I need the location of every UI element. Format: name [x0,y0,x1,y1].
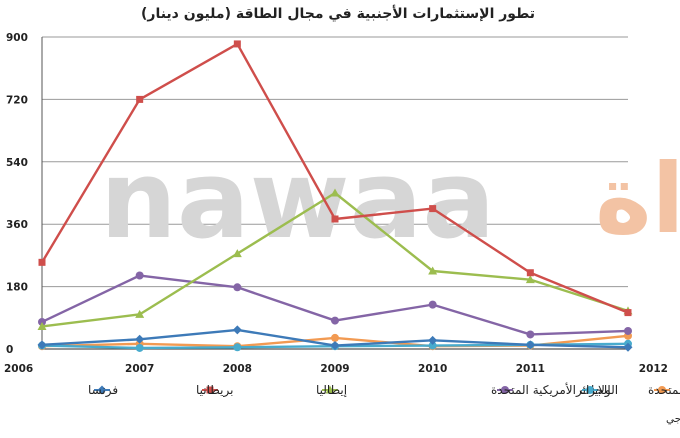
data-point [623,342,633,352]
data-point [232,325,242,335]
y-tick-label: 360 [6,219,28,231]
series-3 [38,271,632,339]
y-tick-labels: 0 180 360 540 720 900 [6,32,28,356]
legend-label: إيطاليا [316,383,347,397]
watermark: nawaa نواة [100,138,680,263]
x-tick-label: 2007 [125,363,154,375]
data-point [233,40,241,48]
data-point [525,340,535,350]
data-point [501,386,509,394]
source-note: المصدر: وكالة النهوض بالإستثمار الخارجي [666,413,680,425]
series-line [41,274,629,336]
watermark-arabic: نواة [595,143,680,256]
data-point [38,317,46,326]
data-point [232,249,242,258]
legend-item: الولايات الأمريكية المتحدة [491,382,618,398]
data-point [38,258,46,266]
data-point [135,309,145,318]
data-point [428,341,437,350]
data-point [136,95,144,103]
data-point [526,269,534,277]
data-point [135,343,144,352]
x-tick-labels: 2006 2007 2008 2009 2010 2011 2012 [4,363,668,375]
x-tick-label: 2012 [639,363,668,375]
legend-item: الجزائر [575,383,611,398]
y-tick-label: 900 [6,32,28,44]
data-point [525,275,535,284]
legend-item: فرنسا [88,383,118,398]
legend-item: إيطاليا [316,383,347,397]
data-point [206,386,214,394]
y-tick-label: 720 [6,94,28,106]
data-point [233,283,242,292]
legend: فرنسا بريطانيا إيطاليا الولايات الأمريكية ا… [88,382,680,398]
data-point [658,386,666,394]
data-point [330,188,340,197]
data-point [331,333,339,342]
data-point [233,343,242,352]
data-point [37,321,47,330]
x-tick-label: 2009 [320,363,349,375]
chart-title: تطور الإستثمارات الأجنبية في مجال الطاقة… [141,5,535,22]
series-0 [37,325,633,352]
y-tick-label: 0 [6,344,13,356]
x-tick-label: 2008 [223,363,252,375]
data-point [325,385,335,394]
data-point [135,271,144,280]
x-tick-label: 2006 [4,363,33,375]
data-point [429,205,437,213]
legend-label: الإمارت العربية المتحدة [648,383,680,398]
y-tick-label: 540 [6,157,28,169]
legend-label: الولايات الأمريكية المتحدة [491,382,618,398]
data-point [37,340,47,350]
data-point [428,300,437,309]
legend-label: الجزائر [575,383,611,398]
data-point [586,386,594,394]
data-point [97,385,107,395]
legend-item: الإمارت العربية المتحدة [648,383,680,398]
series-1 [38,40,632,317]
data-point [330,341,340,351]
series-layer [37,40,633,352]
legend-label: فرنسا [88,383,118,398]
watermark-latin: nawaa [100,138,495,263]
data-point [135,334,145,344]
x-tick-label: 2010 [418,363,447,375]
data-point [331,316,339,325]
data-point [526,330,535,339]
legend-label: بريطانيا [196,383,233,398]
data-point [428,266,438,275]
x-tick-label: 2011 [516,363,545,375]
legend-item: بريطانيا [196,383,233,398]
data-point [624,326,632,335]
y-tick-label: 180 [6,282,28,294]
data-point [428,335,438,345]
data-point [331,215,339,223]
data-point [624,309,632,317]
